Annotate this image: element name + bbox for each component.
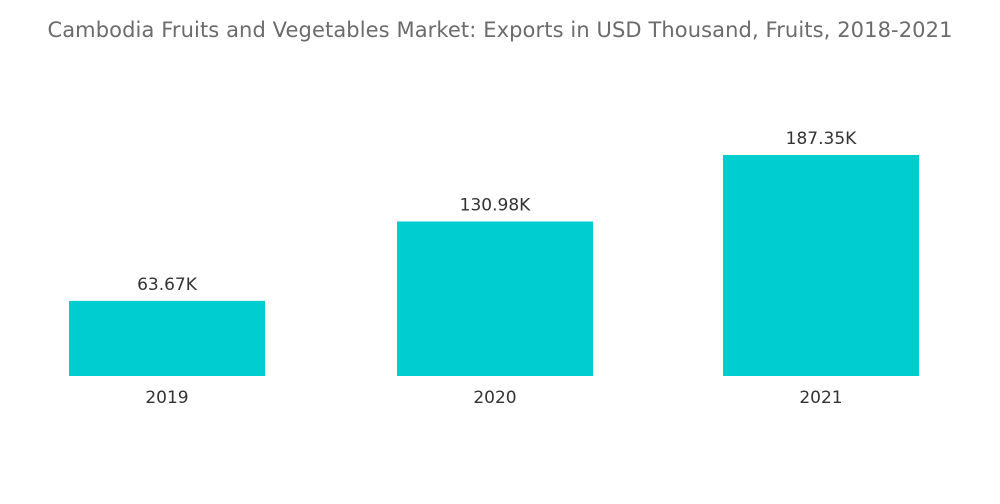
bar-2019 — [69, 300, 265, 376]
value-label-2019: 63.67K — [137, 275, 198, 295]
value-labels-group: 63.67K 130.98K 187.35K — [137, 129, 857, 295]
x-tick-label-2021: 2021 — [799, 388, 842, 408]
x-tick-label-2020: 2020 — [473, 388, 516, 408]
x-tick-label-2019: 2019 — [145, 388, 188, 408]
bars-group — [69, 155, 919, 376]
chart-title: Cambodia Fruits and Vegetables Market: E… — [47, 18, 953, 42]
value-label-2020: 130.98K — [460, 195, 531, 215]
bar-2021 — [723, 155, 919, 376]
x-axis-tick-labels: 2019 2020 2021 — [145, 388, 842, 408]
value-label-2021: 187.35K — [786, 129, 857, 149]
bar-2020 — [397, 221, 593, 376]
